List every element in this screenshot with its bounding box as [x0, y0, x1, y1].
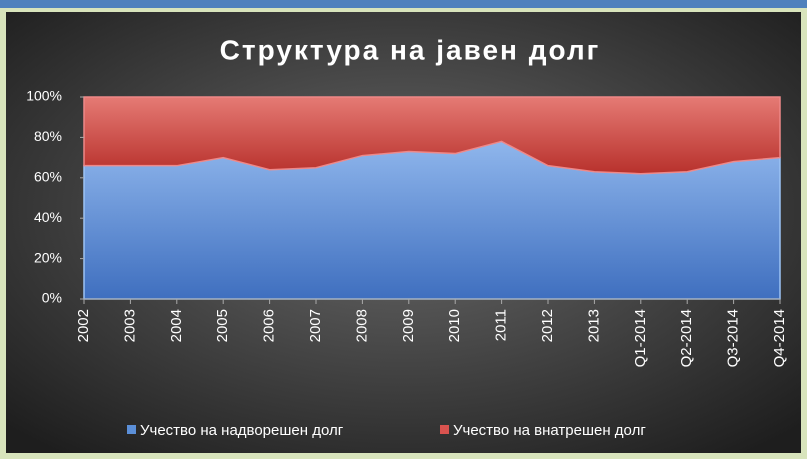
- y-tick-label: 60%: [34, 169, 62, 185]
- x-tick-label: 2004: [168, 309, 185, 342]
- legend-label: Учество на внатрешен долг: [453, 422, 646, 439]
- y-tick-label: 40%: [34, 209, 62, 225]
- x-tick-label: 2010: [446, 309, 463, 342]
- x-tick-label: Q3-2014: [725, 309, 742, 367]
- x-tick-label: 2003: [121, 309, 138, 342]
- x-tick-label: 2008: [353, 309, 370, 342]
- legend-label: Учество на надворешен долг: [140, 422, 344, 439]
- y-tick-label: 80%: [34, 128, 62, 144]
- x-tick-label: Q2-2014: [678, 309, 695, 367]
- x-tick-label: Q1-2014: [632, 309, 649, 367]
- x-tick-label: 2011: [493, 309, 510, 341]
- x-tick-label: Q4-2014: [771, 309, 788, 367]
- x-tick-label: 2007: [307, 309, 324, 342]
- x-tick-label: 2012: [539, 309, 556, 342]
- area: [83, 96, 781, 175]
- x-tick-label: 2006: [261, 309, 278, 342]
- top-bar: [0, 0, 807, 8]
- y-tick-label: 20%: [34, 249, 62, 265]
- y-tick-label: 100%: [26, 88, 62, 104]
- x-tick-label: 2013: [585, 309, 602, 342]
- chart-title: Структура на јавен долг: [220, 34, 601, 65]
- x-tick-label: 2009: [400, 309, 417, 342]
- legend-swatch: [127, 425, 136, 434]
- x-tick-label: 2005: [214, 309, 231, 342]
- x-tick-label: 2002: [75, 309, 92, 342]
- y-tick-label: 0%: [42, 290, 62, 306]
- legend-swatch: [440, 425, 449, 434]
